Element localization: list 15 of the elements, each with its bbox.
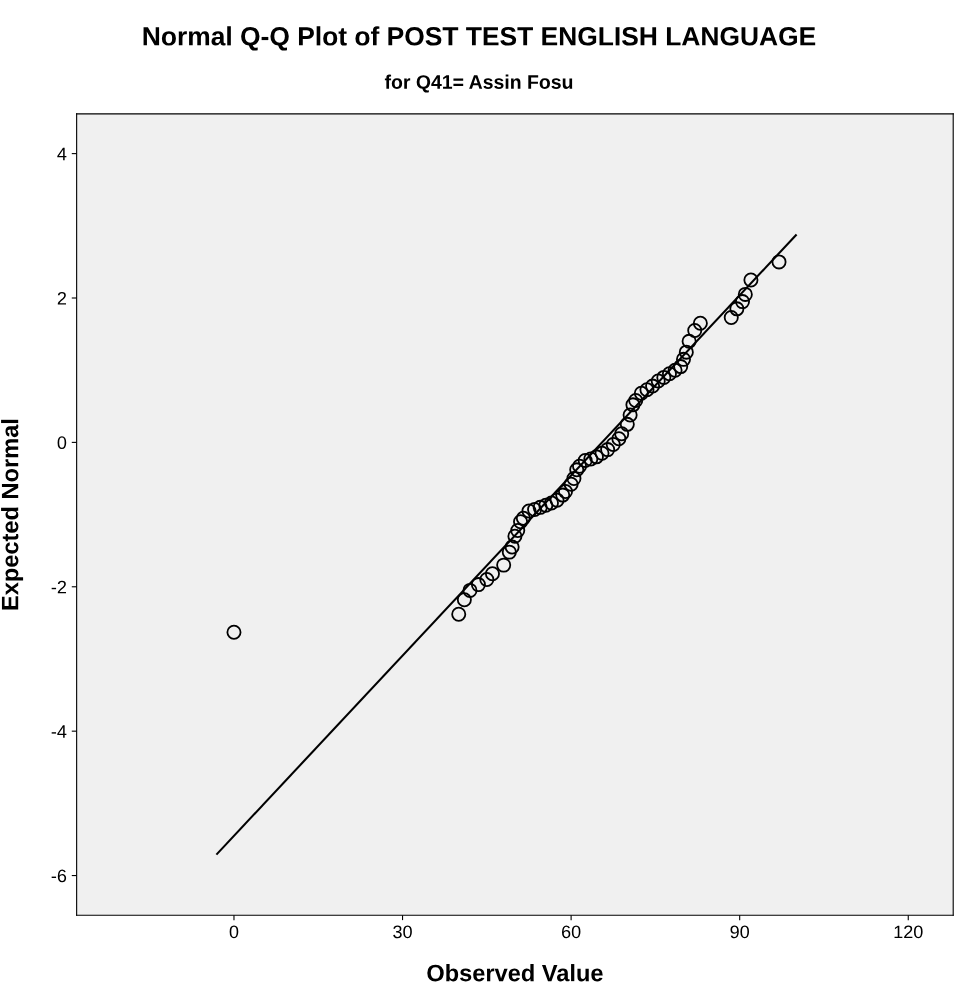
y-tick-label: -2 xyxy=(51,580,67,594)
y-tick-label: -6 xyxy=(51,869,67,883)
y-tick-label: -4 xyxy=(51,725,67,738)
x-tick-label: 60 xyxy=(561,925,581,939)
y-axis-title: Expected Normal xyxy=(1,419,24,610)
x-tick-label: 120 xyxy=(894,925,923,939)
x-tick-label: 90 xyxy=(730,925,750,939)
x-tick-label: 30 xyxy=(393,925,412,939)
y-tick-label: 2 xyxy=(57,291,67,305)
y-tick-label: 4 xyxy=(57,147,67,161)
x-axis-title: Observed Value xyxy=(427,964,603,982)
x-tick-label: 0 xyxy=(229,925,239,939)
chart-title: Normal Q-Q Plot of POST TEST ENGLISH LANGUAGE xyxy=(143,26,816,51)
chart-subtitle: for Q41= Assin Fosu xyxy=(384,74,573,93)
y-tick-label: 0 xyxy=(57,436,67,450)
